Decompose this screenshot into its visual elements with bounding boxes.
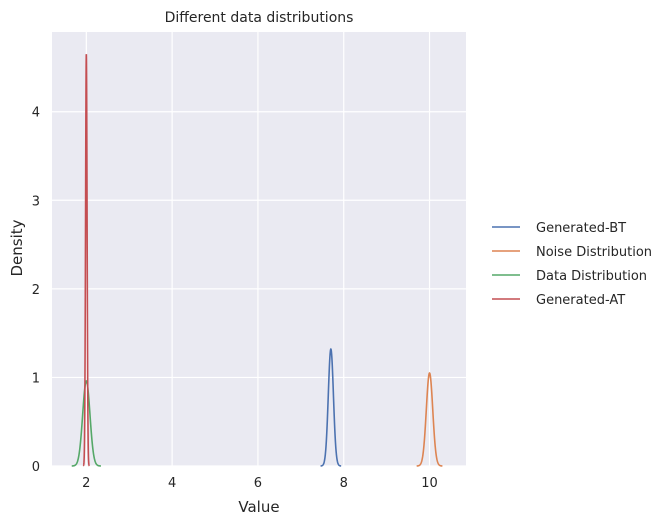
x-tick-label: 2 — [82, 476, 90, 491]
density-curve-data-distribution — [71, 380, 101, 467]
x-axis-label: Value — [238, 498, 279, 516]
chart-title: Different data distributions — [165, 10, 354, 26]
x-tick-label: 8 — [340, 476, 348, 491]
legend: Generated-BT Noise Distribution Data Distr… — [492, 221, 652, 308]
legend-label: Data Distribution — [536, 269, 647, 284]
x-tick-label: 4 — [168, 476, 176, 491]
legend-label: Generated-AT — [536, 293, 625, 308]
y-tick-label: 4 — [32, 106, 40, 121]
legend-label: Noise Distribution — [536, 245, 652, 260]
x-tick-labels: 2 4 6 8 10 — [82, 476, 438, 491]
y-axis-label: Density — [8, 219, 26, 276]
density-curve-generated-at — [82, 54, 90, 467]
x-tick-label: 6 — [254, 476, 262, 491]
density-curve-noise-distribution — [416, 372, 443, 467]
grid-lines — [52, 32, 466, 467]
x-tick-label: 10 — [421, 476, 438, 491]
y-tick-label: 3 — [32, 194, 40, 209]
y-tick-labels: 0 1 2 3 4 — [32, 106, 40, 475]
y-tick-label: 0 — [32, 460, 40, 475]
plot-background — [52, 32, 466, 466]
density-curves — [71, 54, 443, 467]
y-tick-label: 2 — [32, 283, 40, 298]
legend-label: Generated-BT — [536, 221, 626, 236]
density-curve-generated-bt — [320, 347, 342, 467]
y-tick-label: 1 — [32, 371, 40, 386]
